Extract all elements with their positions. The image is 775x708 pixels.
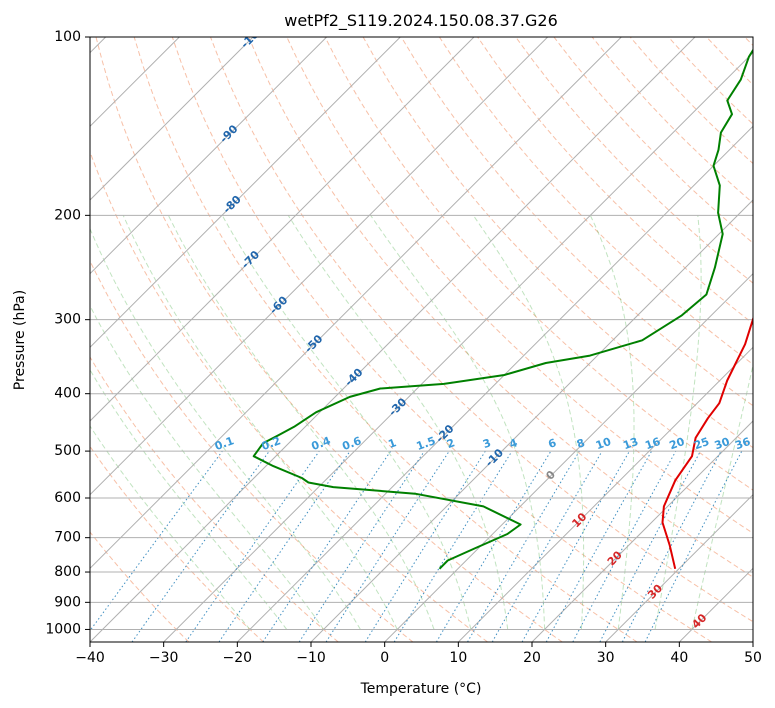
moist-adiabat-line xyxy=(221,215,472,630)
mixing-ratio-label: 36 xyxy=(733,435,752,453)
mixing-ratio-line xyxy=(90,450,223,632)
isotherm-line xyxy=(90,37,549,496)
isotherm-line xyxy=(90,37,475,422)
x-tick-label: −30 xyxy=(149,650,179,666)
mixing-ratio-label: 0.2 xyxy=(260,434,283,453)
y-tick-label: 700 xyxy=(54,530,81,546)
x-tick-label: 0 xyxy=(380,650,389,666)
mixing-ratio-line xyxy=(393,450,513,642)
dry-adiabat-line xyxy=(248,37,753,578)
dry-adiabat-line xyxy=(210,37,753,623)
mixing-ratio-label: 25 xyxy=(692,435,711,452)
isotherm-line xyxy=(90,37,696,642)
mixing-ratio-label: 1.5 xyxy=(415,434,438,453)
mixing-ratio-line xyxy=(185,450,320,642)
mixing-ratio-label: 0.6 xyxy=(340,434,363,453)
mixing-ratio-label: 10 xyxy=(594,435,613,453)
mixing-ratio-label: 8 xyxy=(575,436,587,451)
y-tick-label: 1000 xyxy=(45,621,81,637)
x-tick-label: −10 xyxy=(296,650,326,666)
dry-adiabat-line xyxy=(90,356,339,642)
mixing-ratio-label: 13 xyxy=(621,435,640,452)
x-tick-label: 30 xyxy=(597,650,615,666)
dry-adiabat-line xyxy=(90,445,264,642)
mixing-ratio-line xyxy=(298,450,425,642)
y-axis-title: Pressure (hPa) xyxy=(12,290,28,390)
dry-adiabat-line xyxy=(400,37,753,407)
y-axis: 100 200 300 400 500 600 700 800 900 1000 xyxy=(45,29,90,637)
dry-adiabat-line xyxy=(90,150,488,642)
chart-title: wetPf2_S119.2024.150.08.37.G26 xyxy=(284,11,558,31)
dry-adiabat-line xyxy=(171,37,712,642)
x-tick-label: 20 xyxy=(523,650,541,666)
isotherm-line xyxy=(90,37,401,349)
mixing-ratio-line xyxy=(262,450,392,642)
dry-adiabat-line xyxy=(90,531,190,642)
y-tick-label: 400 xyxy=(54,386,81,402)
mixing-ratio-line xyxy=(572,450,677,642)
moist-adiabat-line xyxy=(167,215,435,630)
isotherm-line xyxy=(310,199,753,642)
isotherm-line xyxy=(457,346,753,642)
isotherm-line xyxy=(605,493,753,642)
x-tick-label: −40 xyxy=(75,650,105,666)
x-tick-label: 50 xyxy=(744,650,762,666)
temperature-profile-line xyxy=(661,315,753,570)
mixing-ratio-line xyxy=(131,450,270,642)
dry-adiabat-line xyxy=(95,37,563,642)
mixing-ratio-line xyxy=(218,450,351,642)
mixing-ratio-label: 2 xyxy=(445,436,457,451)
isotherm-line xyxy=(531,420,753,642)
dry-adiabat-line xyxy=(324,37,753,491)
mixing-ratio-label: 0.4 xyxy=(310,434,333,453)
isotherm-line xyxy=(90,37,622,570)
x-tick-label: −20 xyxy=(223,650,253,666)
mixing-ratio-label: 3 xyxy=(481,436,493,451)
y-tick-label: 900 xyxy=(54,594,81,610)
y-tick-label: 300 xyxy=(54,312,81,328)
mixing-ratio-label: 0.1 xyxy=(213,434,236,453)
series-layer xyxy=(252,48,753,570)
mixing-ratio-line xyxy=(545,450,653,642)
x-tick-label: 40 xyxy=(670,650,688,666)
y-tick-label: 500 xyxy=(54,443,81,459)
pressure-gridlines xyxy=(90,37,753,630)
mixing-ratio-label: 20 xyxy=(668,435,687,453)
y-tick-label: 800 xyxy=(54,564,81,580)
mixing-ratio-line xyxy=(644,450,743,642)
isotherm-line xyxy=(90,37,254,201)
mixing-ratio-label: 1 xyxy=(387,436,399,451)
y-tick-label: 200 xyxy=(54,207,81,223)
y-tick-label: 600 xyxy=(54,490,81,506)
dry-adiabat-line xyxy=(515,37,753,284)
isotherm-line xyxy=(384,272,753,642)
x-tick-label: 10 xyxy=(449,650,467,666)
dewpoint-profile-line xyxy=(252,48,753,570)
isotherm-line xyxy=(90,37,328,275)
mixing-ratio-line xyxy=(325,450,450,642)
x-axis: −40 −30 −20 −10 0 10 20 30 40 50 xyxy=(75,642,762,666)
moist-adiabat-line xyxy=(90,304,325,630)
dry-adiabat-line xyxy=(133,37,638,642)
moist-adiabat-line xyxy=(122,215,398,630)
dry-adiabat-line xyxy=(438,37,753,366)
mixing-ratio-label: 6 xyxy=(546,436,558,451)
isotherm-line xyxy=(163,51,753,642)
mixing-ratio-line xyxy=(521,450,630,642)
x-axis-title: Temperature (°C) xyxy=(360,681,482,697)
mixing-ratio-label: 16 xyxy=(643,435,662,453)
mixing-ratio-label: 30 xyxy=(713,435,732,453)
background-lines xyxy=(90,37,753,642)
plot-frame xyxy=(89,36,754,643)
mixing-ratio-label: 4 xyxy=(508,436,520,451)
y-tick-label: 100 xyxy=(54,29,81,45)
isotherm-line xyxy=(236,125,753,642)
